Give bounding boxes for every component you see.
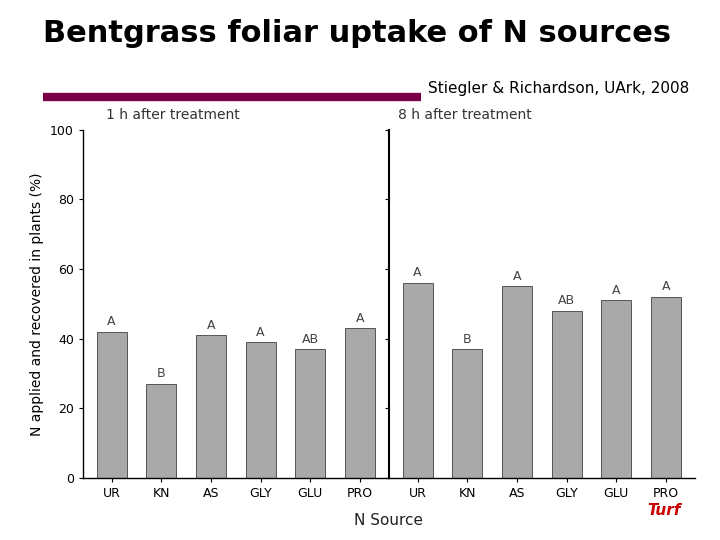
Bar [402, 283, 433, 478]
Bar [502, 286, 532, 478]
Text: 1 h after treatment: 1 h after treatment [106, 108, 240, 122]
Bar [295, 349, 325, 478]
Text: A: A [207, 319, 215, 332]
Text: Bentgrass foliar uptake of N sources: Bentgrass foliar uptake of N sources [43, 19, 671, 48]
Bar [146, 384, 176, 478]
Text: AB: AB [302, 333, 319, 346]
Text: Stiegler & Richardson, UArk, 2008: Stiegler & Richardson, UArk, 2008 [428, 81, 690, 96]
Bar [96, 332, 127, 478]
Bar [552, 310, 582, 478]
Bar [246, 342, 276, 478]
Bar [651, 297, 681, 478]
Text: A: A [256, 326, 265, 339]
Text: A: A [356, 312, 364, 325]
Text: A: A [413, 266, 422, 279]
Text: A: A [662, 280, 670, 293]
Bar [345, 328, 375, 478]
Text: N Source: N Source [354, 513, 423, 528]
Y-axis label: N applied and recovered in plants (%): N applied and recovered in plants (%) [30, 172, 45, 435]
Text: B: B [463, 333, 472, 346]
Bar [196, 335, 226, 478]
Text: AB: AB [558, 294, 575, 307]
Text: A: A [107, 315, 116, 328]
Bar [601, 300, 631, 478]
Bar [452, 349, 482, 478]
Text: Turf: Turf [647, 503, 680, 518]
Text: 8 h after treatment: 8 h after treatment [397, 108, 531, 122]
Text: A: A [513, 270, 521, 283]
Text: A: A [612, 284, 621, 297]
Text: B: B [157, 367, 166, 380]
